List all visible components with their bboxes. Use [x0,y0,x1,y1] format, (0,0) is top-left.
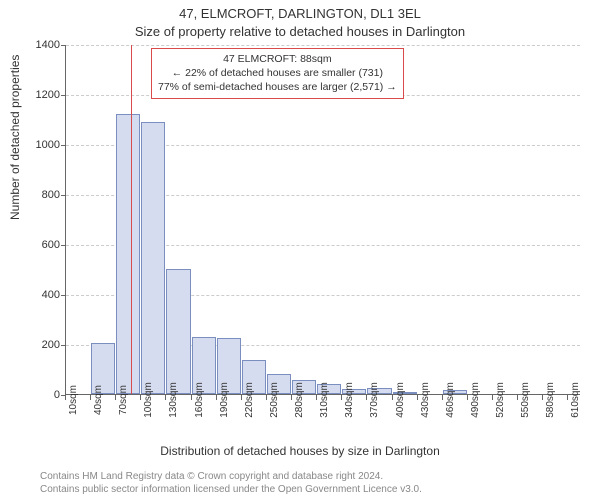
x-tick-label: 250sqm [269,382,280,418]
x-tick-label: 550sqm [520,382,531,418]
x-tick-mark [316,395,317,400]
annotation-line: 47 ELMCROFT: 88sqm [158,52,397,66]
x-tick-mark [442,395,443,400]
x-tick-mark [241,395,242,400]
x-tick-mark [542,395,543,400]
y-tick-mark [61,195,66,196]
x-tick-mark [266,395,267,400]
x-tick-label: 280sqm [294,382,305,418]
x-tick-mark [191,395,192,400]
x-tick-mark [492,395,493,400]
y-tick-label: 200 [20,339,60,351]
y-tick-mark [61,345,66,346]
x-tick-mark [291,395,292,400]
y-tick-label: 400 [20,289,60,301]
x-tick-label: 340sqm [344,382,355,418]
x-tick-mark [517,395,518,400]
histogram-bar [116,114,140,394]
y-tick-mark [61,45,66,46]
x-tick-mark [90,395,91,400]
y-tick-label: 1200 [20,89,60,101]
x-tick-mark [366,395,367,400]
x-tick-mark [216,395,217,400]
x-tick-mark [417,395,418,400]
x-tick-label: 40sqm [93,385,104,415]
plot-area: 47 ELMCROFT: 88sqm← 22% of detached hous… [65,45,580,395]
x-axis-title: Distribution of detached houses by size … [0,444,600,458]
footer-line-2: Contains public sector information licen… [40,483,422,496]
chart-container: 47, ELMCROFT, DARLINGTON, DL1 3EL Size o… [0,0,600,500]
footer-line-1: Contains HM Land Registry data © Crown c… [40,470,422,483]
y-tick-label: 800 [20,189,60,201]
x-tick-label: 460sqm [445,382,456,418]
x-tick-label: 430sqm [420,382,431,418]
y-tick-label: 0 [20,389,60,401]
x-tick-mark [165,395,166,400]
x-tick-label: 610sqm [570,382,581,418]
title-main: 47, ELMCROFT, DARLINGTON, DL1 3EL [0,6,600,21]
x-tick-mark [65,395,66,400]
y-tick-label: 600 [20,239,60,251]
x-tick-label: 520sqm [495,382,506,418]
x-tick-label: 310sqm [319,382,330,418]
x-tick-label: 580sqm [545,382,556,418]
x-tick-label: 100sqm [143,382,154,418]
y-tick-mark [61,95,66,96]
x-tick-label: 70sqm [118,385,129,415]
histogram-bar [166,269,190,394]
x-tick-label: 490sqm [470,382,481,418]
y-tick-mark [61,145,66,146]
histogram-bar [141,122,165,395]
y-tick-label: 1000 [20,139,60,151]
x-tick-mark [115,395,116,400]
y-tick-label: 1400 [20,39,60,51]
x-tick-mark [392,395,393,400]
y-tick-mark [61,245,66,246]
grid-line [66,45,580,46]
x-tick-label: 160sqm [194,382,205,418]
footer-attribution: Contains HM Land Registry data © Crown c… [40,470,422,496]
x-tick-label: 370sqm [369,382,380,418]
x-tick-mark [341,395,342,400]
x-tick-label: 130sqm [168,382,179,418]
x-tick-mark [467,395,468,400]
annotation-line: 77% of semi-detached houses are larger (… [158,80,397,94]
x-tick-label: 190sqm [219,382,230,418]
y-tick-mark [61,295,66,296]
x-tick-mark [140,395,141,400]
title-sub: Size of property relative to detached ho… [0,24,600,39]
annotation-line: ← 22% of detached houses are smaller (73… [158,66,397,80]
x-tick-mark [567,395,568,400]
annotation-box: 47 ELMCROFT: 88sqm← 22% of detached hous… [151,48,404,99]
x-tick-label: 400sqm [395,382,406,418]
x-tick-label: 10sqm [68,385,79,415]
x-tick-label: 220sqm [244,382,255,418]
property-marker-line [131,45,132,394]
